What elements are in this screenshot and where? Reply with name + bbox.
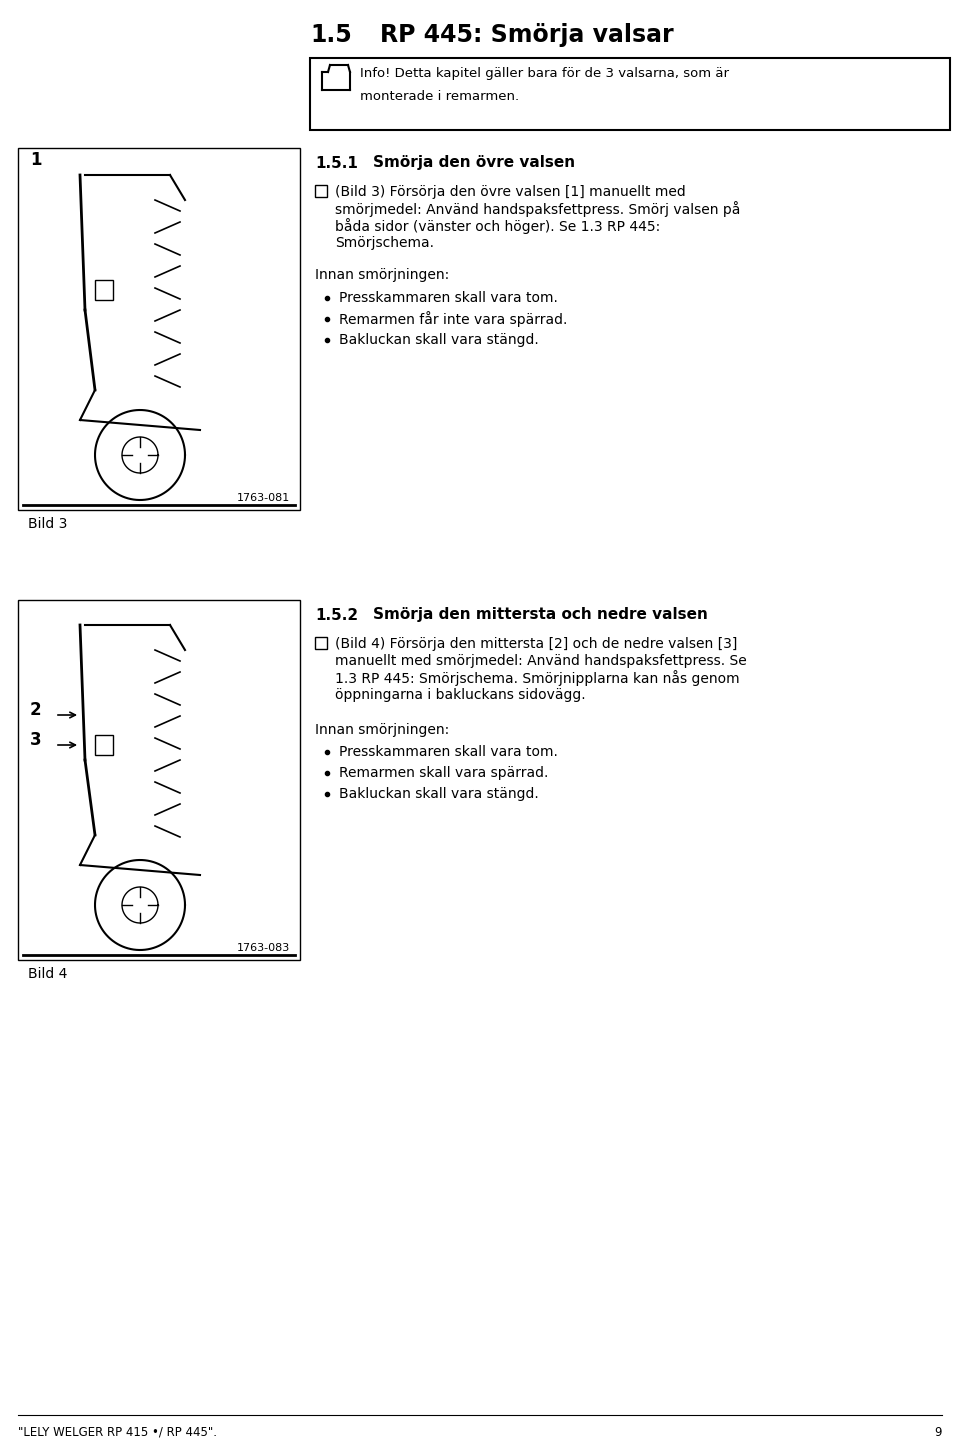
Bar xyxy=(95,735,113,755)
Text: Info! Detta kapitel gäller bara för de 3 valsarna, som är: Info! Detta kapitel gäller bara för de 3… xyxy=(360,68,729,81)
Text: Presskammaren skall vara tom.: Presskammaren skall vara tom. xyxy=(339,291,558,305)
Text: 1.3 RP 445: Smörjschema. Smörjnipplarna kan nås genom: 1.3 RP 445: Smörjschema. Smörjnipplarna … xyxy=(335,669,739,685)
Text: 2: 2 xyxy=(30,701,41,719)
Text: Smörja den övre valsen: Smörja den övre valsen xyxy=(373,156,575,171)
Text: "LELY WELGER RP 415 •/ RP 445".: "LELY WELGER RP 415 •/ RP 445". xyxy=(18,1426,217,1439)
Text: monterade i remarmen.: monterade i remarmen. xyxy=(360,90,519,103)
Text: (Bild 4) Försörja den mittersta [2] och de nedre valsen [3]: (Bild 4) Försörja den mittersta [2] och … xyxy=(335,638,737,651)
Bar xyxy=(310,58,950,130)
Bar xyxy=(95,281,113,299)
Text: 3: 3 xyxy=(30,732,41,749)
Text: Innan smörjningen:: Innan smörjningen: xyxy=(315,268,449,282)
Text: Bild 4: Bild 4 xyxy=(28,967,67,980)
Text: 9: 9 xyxy=(934,1426,942,1439)
Text: RP 445: Smörja valsar: RP 445: Smörja valsar xyxy=(380,23,674,48)
Text: 1763-083: 1763-083 xyxy=(237,943,290,953)
Bar xyxy=(315,638,327,649)
Text: Presskammaren skall vara tom.: Presskammaren skall vara tom. xyxy=(339,745,558,759)
Text: 1.5.1: 1.5.1 xyxy=(315,156,358,171)
Bar xyxy=(18,600,300,960)
Text: Remarmen skall vara spärrad.: Remarmen skall vara spärrad. xyxy=(339,766,548,779)
Text: manuellt med smörjmedel: Använd handspaksfettpress. Se: manuellt med smörjmedel: Använd handspak… xyxy=(335,654,747,668)
Bar xyxy=(18,147,300,510)
Text: Smörja den mittersta och nedre valsen: Smörja den mittersta och nedre valsen xyxy=(373,607,708,622)
Text: 1: 1 xyxy=(30,150,41,169)
Text: Innan smörjningen:: Innan smörjningen: xyxy=(315,723,449,737)
Text: smörjmedel: Använd handspaksfettpress. Smörj valsen på: smörjmedel: Använd handspaksfettpress. S… xyxy=(335,201,740,217)
Text: Bakluckan skall vara stängd.: Bakluckan skall vara stängd. xyxy=(339,787,539,801)
Text: 1763-081: 1763-081 xyxy=(237,493,290,503)
Text: båda sidor (vänster och höger). Se 1.3 RP 445:: båda sidor (vänster och höger). Se 1.3 R… xyxy=(335,218,660,234)
Text: Remarmen får inte vara spärrad.: Remarmen får inte vara spärrad. xyxy=(339,311,567,327)
Text: Bakluckan skall vara stängd.: Bakluckan skall vara stängd. xyxy=(339,333,539,347)
Bar xyxy=(315,185,327,197)
Text: öppningarna i bakluckans sidovägg.: öppningarna i bakluckans sidovägg. xyxy=(335,688,586,701)
Text: 1.5: 1.5 xyxy=(310,23,351,48)
Text: 1.5.2: 1.5.2 xyxy=(315,607,358,622)
Text: (Bild 3) Försörja den övre valsen [1] manuellt med: (Bild 3) Försörja den övre valsen [1] ma… xyxy=(335,185,685,200)
Text: Smörjschema.: Smörjschema. xyxy=(335,236,434,250)
Text: Bild 3: Bild 3 xyxy=(28,518,67,531)
